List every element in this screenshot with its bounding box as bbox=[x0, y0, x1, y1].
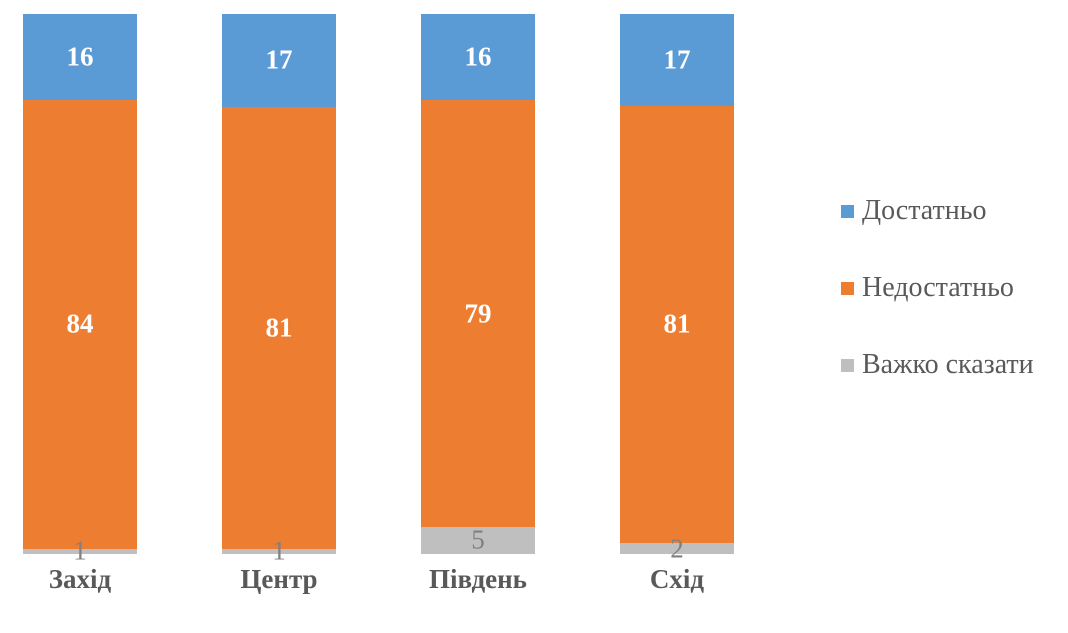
legend-label-dostatno: Достатньо bbox=[862, 195, 987, 226]
bar-segment-series3-cat2: 1 bbox=[222, 537, 336, 564]
category-label-1: Захід bbox=[48, 564, 112, 594]
bar-column-4: 17 81 2 bbox=[620, 14, 734, 562]
category-label-2: Центр bbox=[240, 564, 318, 594]
data-label: 84 bbox=[66, 308, 94, 339]
bar-segment-series3-cat1: 1 bbox=[23, 537, 137, 564]
bar-segment-series1-cat2: 17 bbox=[222, 14, 336, 107]
category-axis-labels: Захід Центр Південь Схід bbox=[23, 564, 734, 595]
bar-segment-series2-cat2: 81 bbox=[222, 106, 336, 549]
bar-column-3: 16 79 5 bbox=[421, 14, 535, 554]
data-label: 16 bbox=[464, 41, 492, 72]
legend-item-nedostatno: Недостатньо bbox=[841, 273, 1034, 303]
legend-swatch-gray-icon bbox=[841, 358, 854, 372]
category-label-4: Схід bbox=[649, 564, 705, 594]
legend-swatch-blue-icon bbox=[841, 204, 854, 218]
data-label: 16 bbox=[66, 41, 94, 72]
data-label: 81 bbox=[663, 308, 691, 339]
bar-segment-series3-cat4: 2 bbox=[620, 535, 734, 562]
data-label: 79 bbox=[464, 298, 492, 329]
data-label: 17 bbox=[265, 44, 293, 75]
legend-item-dostatno: Достатньо bbox=[841, 196, 1034, 226]
data-label: 17 bbox=[663, 44, 691, 75]
bar-segment-series1-cat1: 16 bbox=[23, 14, 137, 100]
data-label: 81 bbox=[265, 312, 293, 343]
bar-segment-series3-cat3: 5 bbox=[421, 524, 535, 555]
data-label: 5 bbox=[471, 524, 485, 555]
legend-label-vazhko-skazaty: Важко сказати bbox=[862, 349, 1034, 380]
bar-segment-series1-cat4: 17 bbox=[620, 14, 734, 106]
bar-segment-series1-cat3: 16 bbox=[421, 14, 535, 101]
category-label-3: Південь bbox=[429, 564, 527, 594]
chart-legend: Достатньо Недостатньо Важко сказати bbox=[841, 196, 1034, 427]
legend-item-vazhko-skazaty: Важко сказати bbox=[841, 350, 1034, 380]
bar-segment-series2-cat1: 84 bbox=[23, 99, 137, 549]
bar-column-1: 16 84 1 bbox=[23, 14, 137, 564]
legend-label-nedostatno: Недостатньо bbox=[862, 272, 1014, 303]
plot-area: 16 84 1 17 81 1 16 79 5 17 81 2 bbox=[23, 14, 734, 564]
legend-swatch-orange-icon bbox=[841, 281, 854, 295]
bar-column-2: 17 81 1 bbox=[222, 14, 336, 564]
bar-segment-series2-cat4: 81 bbox=[620, 105, 734, 544]
bar-segment-series2-cat3: 79 bbox=[421, 100, 535, 527]
